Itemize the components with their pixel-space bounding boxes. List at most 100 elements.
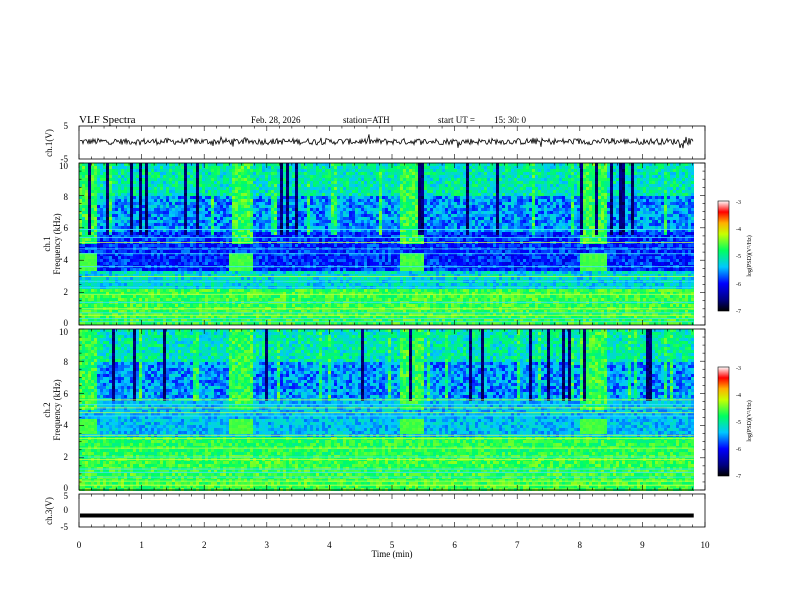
spectrogram-cell — [130, 184, 133, 187]
spectrogram-cell — [151, 184, 154, 187]
spectrogram-cell — [181, 268, 184, 271]
spectrogram-cell — [94, 316, 97, 319]
spectrogram-cell — [181, 310, 184, 313]
spectrogram-cell — [106, 208, 109, 211]
spectrogram-cell — [184, 220, 187, 223]
spectrogram-cell — [229, 262, 232, 265]
spectrogram-cell — [241, 283, 244, 286]
spectrogram-cell — [184, 175, 187, 178]
spectrogram-cell — [292, 304, 295, 307]
spectrogram-cell — [88, 178, 91, 181]
spectrogram-cell — [79, 199, 82, 202]
spectrogram-cell — [292, 163, 295, 166]
spectrogram-cell — [250, 289, 253, 292]
spectrogram-cell — [271, 205, 274, 208]
spectrogram-cell — [232, 289, 235, 292]
spectrogram-cell — [310, 205, 313, 208]
spectrogram-cell — [184, 319, 187, 322]
spectrogram-cell — [277, 304, 280, 307]
spectrogram-cell — [172, 256, 175, 259]
spectrogram-cell — [121, 190, 124, 193]
spectrogram-cell — [103, 175, 106, 178]
spectrogram-cell — [178, 193, 181, 196]
spectrogram-cell — [118, 304, 121, 307]
spectrogram-cell — [217, 319, 220, 322]
spectrogram-cell — [235, 268, 238, 271]
spectrogram-cell — [292, 256, 295, 259]
spectrogram-cell — [190, 172, 193, 175]
spectrogram-cell — [148, 316, 151, 319]
spectrogram-cell — [343, 322, 346, 325]
spectrogram-cell — [346, 256, 349, 259]
spectrogram-cell — [118, 202, 121, 205]
spectrogram-cell — [331, 313, 334, 316]
spectrogram-cell — [259, 316, 262, 319]
spectrogram-cell — [292, 277, 295, 280]
spectrogram-cell — [247, 295, 250, 298]
spectrogram-cell — [118, 211, 121, 214]
spectrogram-cell — [157, 178, 160, 181]
spectrogram-cell — [79, 193, 82, 196]
spectrogram-cell — [271, 298, 274, 301]
spectrogram-cell — [139, 163, 142, 166]
spectrogram-cell — [109, 238, 112, 241]
spectrogram-cell — [118, 226, 121, 229]
spectrogram-cell — [127, 226, 130, 229]
spectrogram-cell — [226, 310, 229, 313]
spectrogram-cell — [307, 253, 310, 256]
spectrogram-cell — [301, 310, 304, 313]
spectrogram-cell — [334, 184, 337, 187]
spectrogram-cell — [328, 226, 331, 229]
spectrogram-cell — [79, 232, 82, 235]
spectrogram-cell — [145, 226, 148, 229]
spectrogram-cell — [244, 316, 247, 319]
spectrogram-cell — [115, 313, 118, 316]
spectrogram-cell — [322, 250, 325, 253]
spectrogram-cell — [247, 175, 250, 178]
spectrogram-cell — [337, 196, 340, 199]
spectrogram-cell — [208, 259, 211, 262]
spectrogram-cell — [106, 199, 109, 202]
spectrogram-cell — [349, 190, 352, 193]
spectrogram-cell — [337, 238, 340, 241]
spectrogram-cell — [154, 244, 157, 247]
spectrogram-cell — [301, 292, 304, 295]
spectrogram-cell — [220, 283, 223, 286]
spectrogram-cell — [187, 163, 190, 166]
spectrogram-cell — [298, 298, 301, 301]
spectrogram-cell — [331, 268, 334, 271]
spectrogram-cell — [130, 256, 133, 259]
spectrogram-cell — [334, 289, 337, 292]
spectrogram-cell — [199, 271, 202, 274]
spectrogram-cell — [202, 193, 205, 196]
spectrogram-cell — [259, 250, 262, 253]
spectrogram-cell — [301, 193, 304, 196]
spectrogram-cell — [247, 193, 250, 196]
spectrogram-cell — [322, 220, 325, 223]
spectrogram-cell — [208, 181, 211, 184]
spectrogram-cell — [337, 244, 340, 247]
spectrogram-cell — [181, 184, 184, 187]
spectrogram-cell — [247, 256, 250, 259]
spectrogram-cell — [172, 223, 175, 226]
spectrogram-cell — [289, 289, 292, 292]
spectrogram-cell — [313, 295, 316, 298]
spectrogram-cell — [124, 238, 127, 241]
spectrogram-cell — [298, 208, 301, 211]
spectrogram-cell — [220, 238, 223, 241]
spectrogram-cell — [193, 277, 196, 280]
spectrogram-cell — [253, 319, 256, 322]
spectrogram-cell — [127, 268, 130, 271]
spectrogram-cell — [268, 322, 271, 325]
spectrogram-cell — [109, 250, 112, 253]
spectrogram-cell — [190, 193, 193, 196]
spectrogram-cell — [301, 214, 304, 217]
spectrogram-cell — [289, 172, 292, 175]
spectrogram-cell — [277, 274, 280, 277]
spectrogram-cell — [115, 202, 118, 205]
spectrogram-cell — [283, 229, 286, 232]
spectrogram-cell — [133, 226, 136, 229]
spectrogram-cell — [166, 181, 169, 184]
spectrogram-cell — [286, 202, 289, 205]
spectrogram-cell — [289, 166, 292, 169]
